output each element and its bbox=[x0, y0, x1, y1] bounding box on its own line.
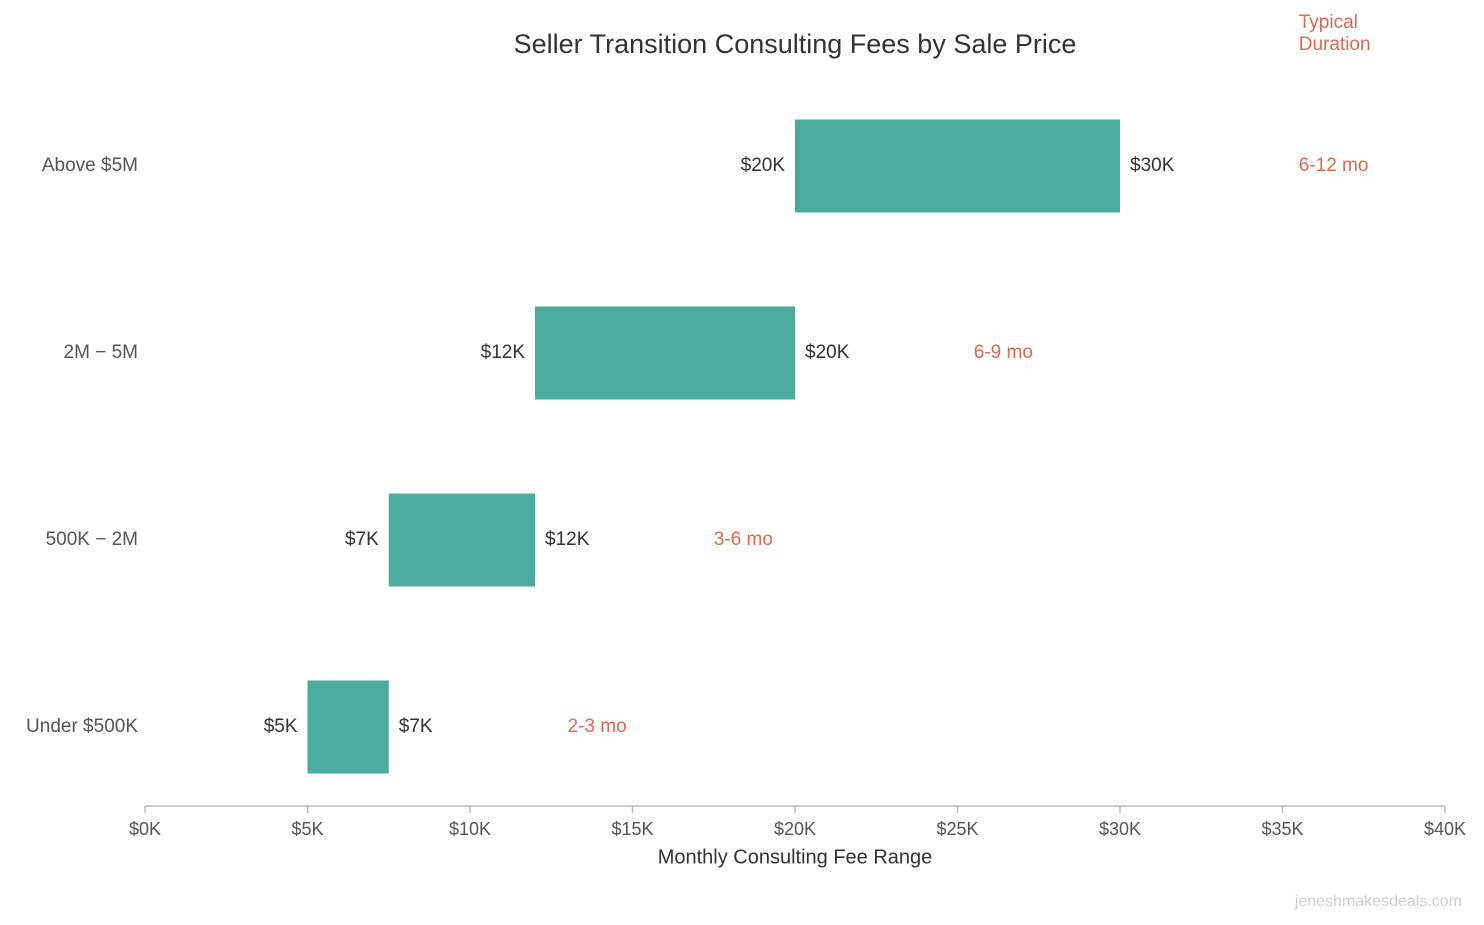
watermark: jeneshmakesdeals.com bbox=[1294, 893, 1462, 910]
duration-header: Duration bbox=[1299, 34, 1371, 55]
y-tick-label: Under $500K bbox=[26, 716, 138, 737]
x-tick-label: $20K bbox=[774, 819, 816, 839]
y-tick-label: 500K − 2M bbox=[46, 529, 138, 550]
x-tick-label: $15K bbox=[611, 819, 653, 839]
duration-label: 2-3 mo bbox=[568, 716, 627, 737]
x-tick-label: $0K bbox=[129, 819, 161, 839]
chart-title: Seller Transition Consulting Fees by Sal… bbox=[514, 29, 1077, 59]
duration-label: 3-6 mo bbox=[714, 529, 773, 550]
low-label: $20K bbox=[741, 155, 786, 176]
x-tick-label: $40K bbox=[1424, 819, 1466, 839]
high-label: $20K bbox=[805, 342, 850, 363]
high-label: $7K bbox=[399, 716, 433, 737]
duration-label: 6-12 mo bbox=[1299, 155, 1369, 176]
bar bbox=[388, 493, 535, 587]
y-tick-label: 2M − 5M bbox=[64, 342, 138, 363]
bar bbox=[535, 306, 795, 400]
y-tick-label: Above $5M bbox=[42, 155, 138, 176]
x-tick-label: $30K bbox=[1099, 819, 1141, 839]
duration-header: Typical bbox=[1299, 12, 1358, 33]
low-label: $7K bbox=[345, 529, 379, 550]
duration-label: 6-9 mo bbox=[974, 342, 1033, 363]
high-label: $12K bbox=[545, 529, 590, 550]
x-tick-label: $25K bbox=[936, 819, 978, 839]
high-label: $30K bbox=[1130, 155, 1175, 176]
bar bbox=[795, 119, 1120, 213]
low-label: $5K bbox=[264, 716, 298, 737]
x-axis-label: Monthly Consulting Fee Range bbox=[658, 846, 933, 868]
bar bbox=[307, 680, 389, 774]
x-tick-label: $35K bbox=[1261, 819, 1303, 839]
x-tick-label: $5K bbox=[291, 819, 323, 839]
x-tick-label: $10K bbox=[449, 819, 491, 839]
low-label: $12K bbox=[481, 342, 526, 363]
